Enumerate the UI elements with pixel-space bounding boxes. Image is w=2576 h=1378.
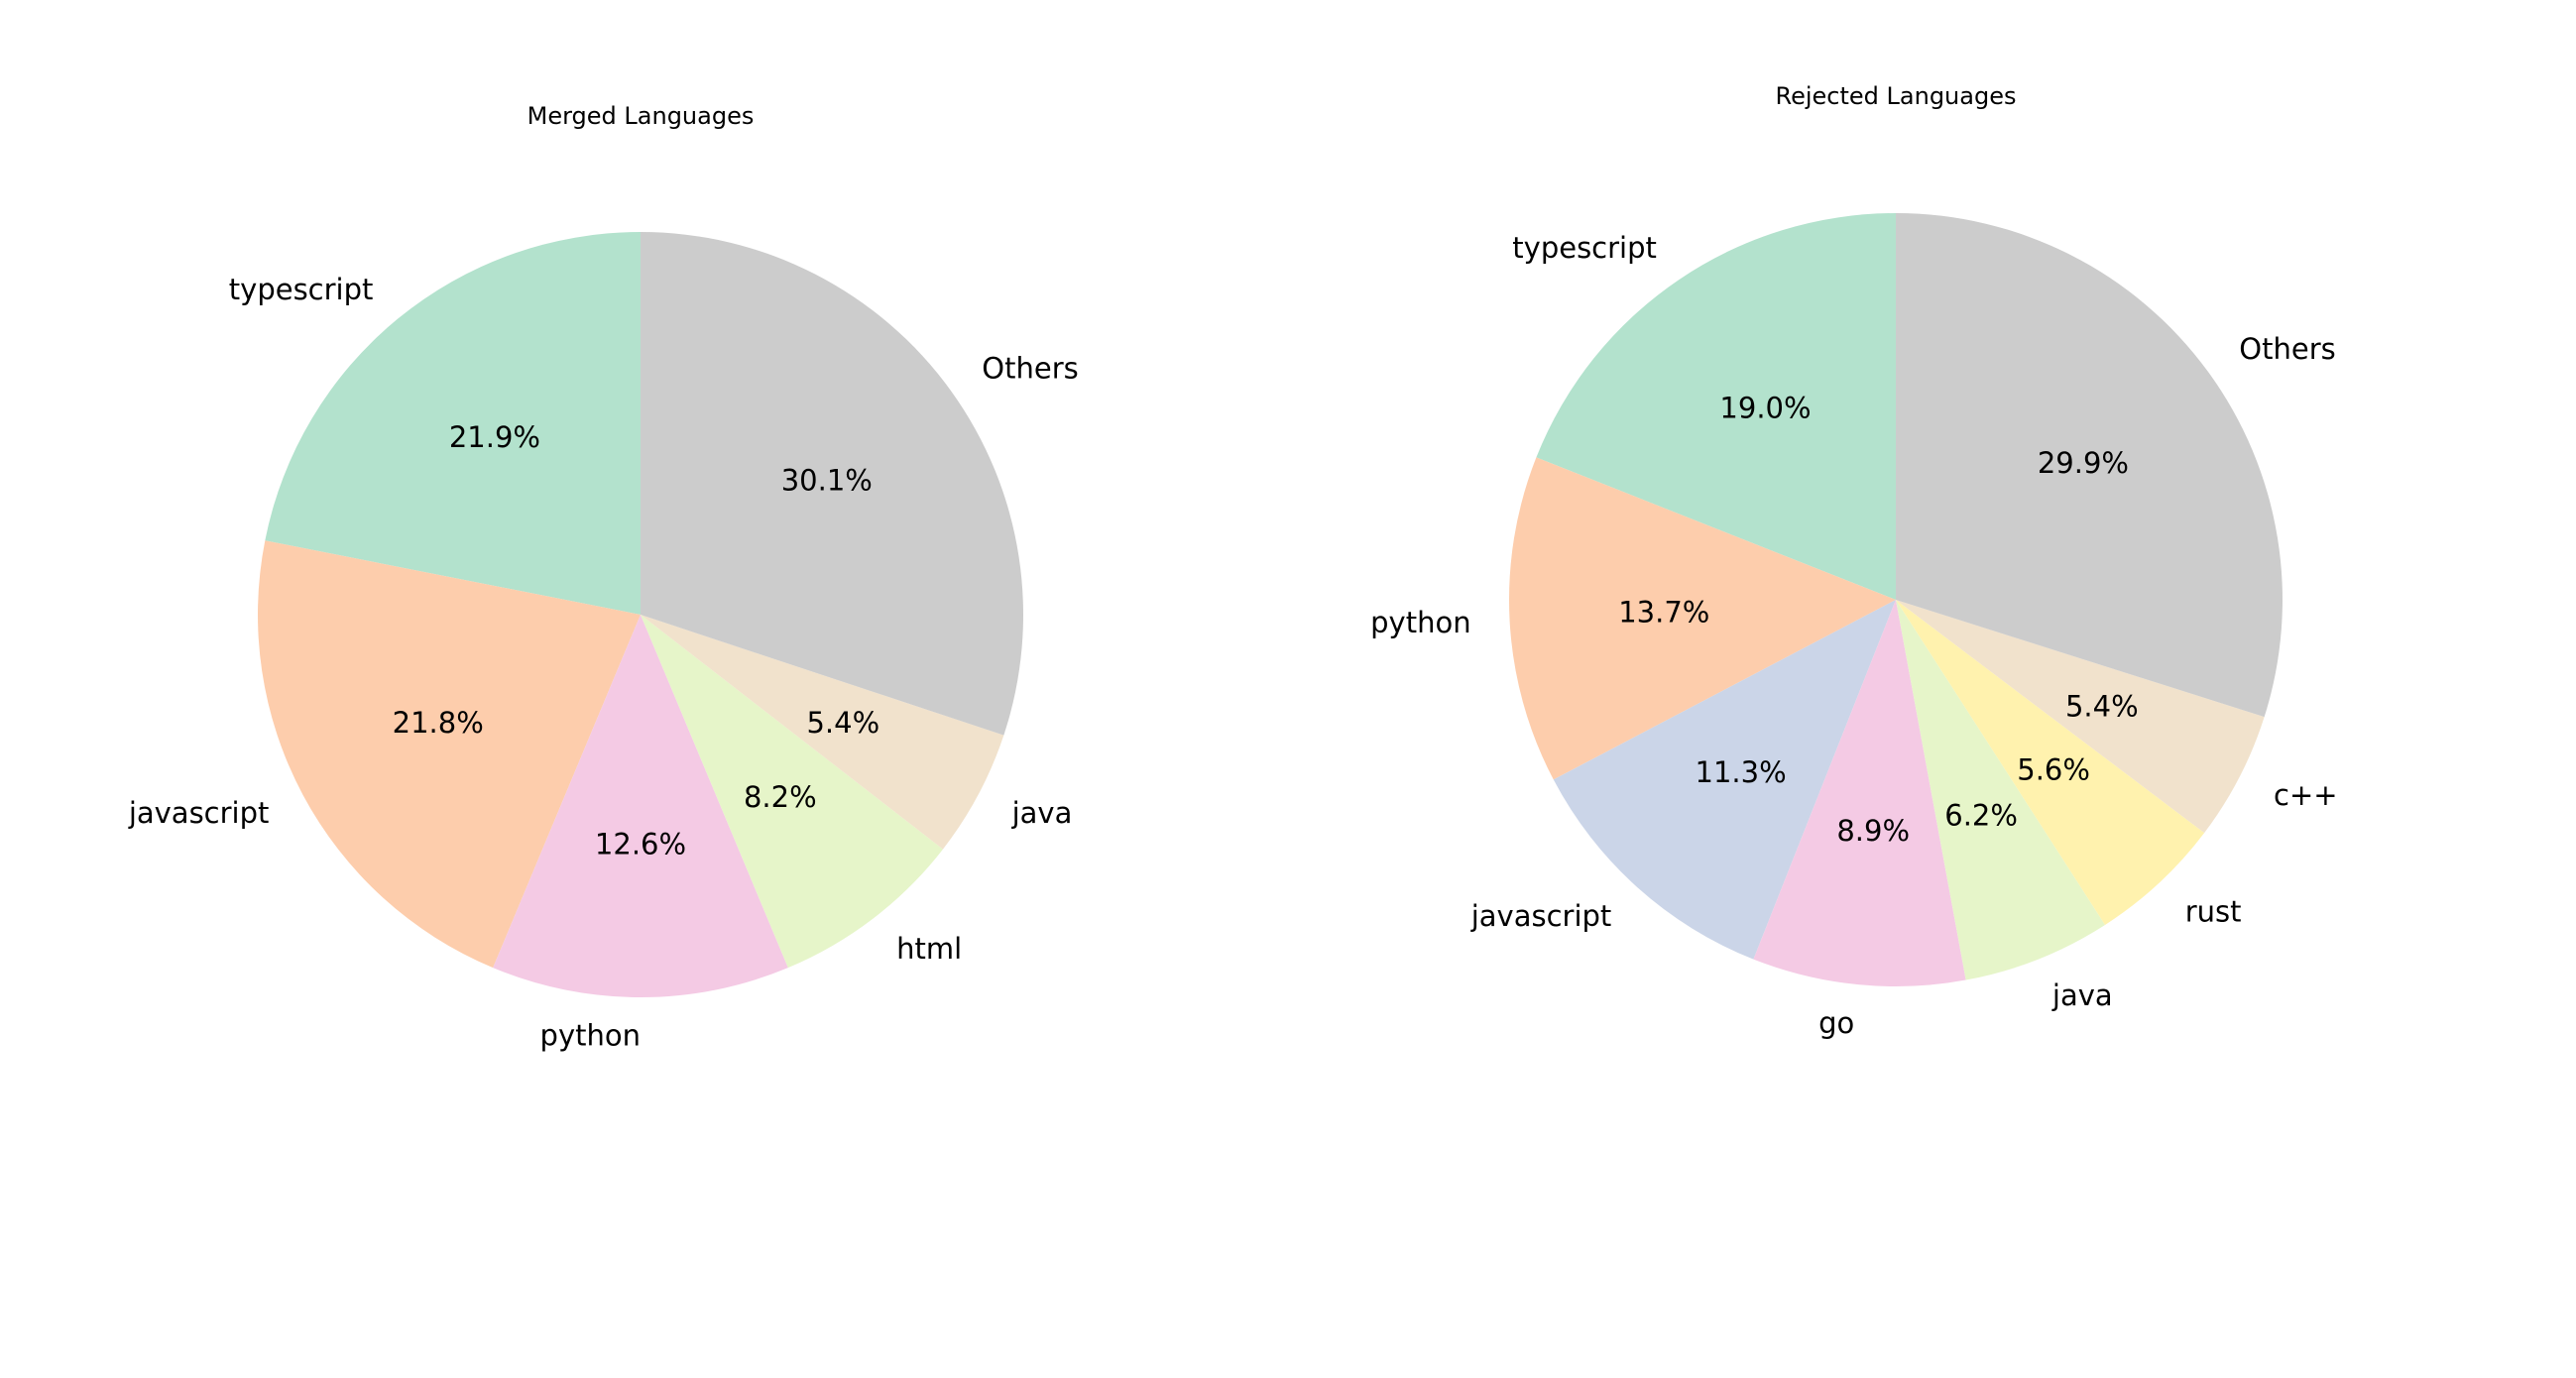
rejected-chart-title: Rejected Languages [1776, 82, 2017, 110]
merged-slices [258, 232, 1023, 998]
rejected-label-go: go [1818, 1006, 1854, 1040]
rejected-label-others: Others [2239, 332, 2335, 366]
merged-slice-javascript [258, 540, 641, 969]
merged-pct-javascript: 21.8% [393, 706, 484, 740]
rejected-label-cpp: c++ [2274, 778, 2338, 812]
merged-label-html: html [896, 932, 962, 966]
rejected-label-java: java [2051, 978, 2113, 1012]
rejected-slice-cpp [1896, 600, 2265, 834]
merged-languages-pie-chart: Merged Languages typescript 21.9% javascri… [128, 102, 1079, 1053]
merged-label-java: java [1011, 796, 1073, 830]
rejected-labels: typescript 19.0% python 13.7% javascript 11.3… [1370, 231, 2337, 1040]
rejected-pct-go: 8.9% [1836, 814, 1910, 848]
merged-slice-python [493, 615, 788, 998]
rejected-pct-python: 13.7% [1618, 596, 1709, 630]
rejected-slice-javascript [1553, 600, 1896, 960]
rejected-label-typescript: typescript [1512, 231, 1657, 265]
rejected-slice-java [1896, 600, 2106, 980]
rejected-pct-javascript: 11.3% [1696, 755, 1787, 789]
merged-chart-title: Merged Languages [527, 102, 755, 130]
rejected-pct-cpp: 5.4% [2065, 690, 2139, 724]
merged-pct-others: 30.1% [781, 464, 873, 498]
rejected-pct-rust: 5.6% [2017, 753, 2090, 787]
rejected-pct-java: 6.2% [1944, 799, 2018, 833]
merged-pct-python: 12.6% [595, 828, 686, 861]
merged-pct-java: 5.4% [806, 706, 879, 740]
rejected-label-rust: rust [2185, 895, 2242, 929]
rejected-slices [1509, 213, 2283, 986]
rejected-slice-typescript [1536, 213, 1896, 600]
merged-labels: typescript 21.9% javascript 21.8% python 12.6… [128, 273, 1079, 1053]
rejected-label-python: python [1370, 606, 1470, 639]
merged-slice-html [641, 615, 943, 969]
merged-slice-others [641, 232, 1023, 736]
merged-slice-java [641, 615, 1004, 850]
rejected-slice-others [1896, 213, 2283, 718]
rejected-label-javascript: javascript [1470, 899, 1612, 933]
merged-slice-typescript [265, 232, 641, 615]
rejected-pct-typescript: 19.0% [1719, 392, 1811, 425]
rejected-pct-others: 29.9% [2038, 446, 2129, 480]
merged-label-others: Others [982, 352, 1078, 386]
merged-label-javascript: javascript [128, 796, 270, 830]
merged-pct-html: 8.2% [744, 780, 817, 814]
merged-label-typescript: typescript [229, 273, 374, 306]
rejected-slice-rust [1896, 600, 2205, 925]
rejected-languages-pie-chart: Rejected Languages typescript 19.0% python… [1370, 82, 2337, 1040]
rejected-slice-go [1753, 600, 1966, 986]
merged-pct-typescript: 21.9% [449, 420, 540, 454]
rejected-slice-python [1509, 457, 1896, 780]
merged-label-python: python [540, 1019, 641, 1053]
